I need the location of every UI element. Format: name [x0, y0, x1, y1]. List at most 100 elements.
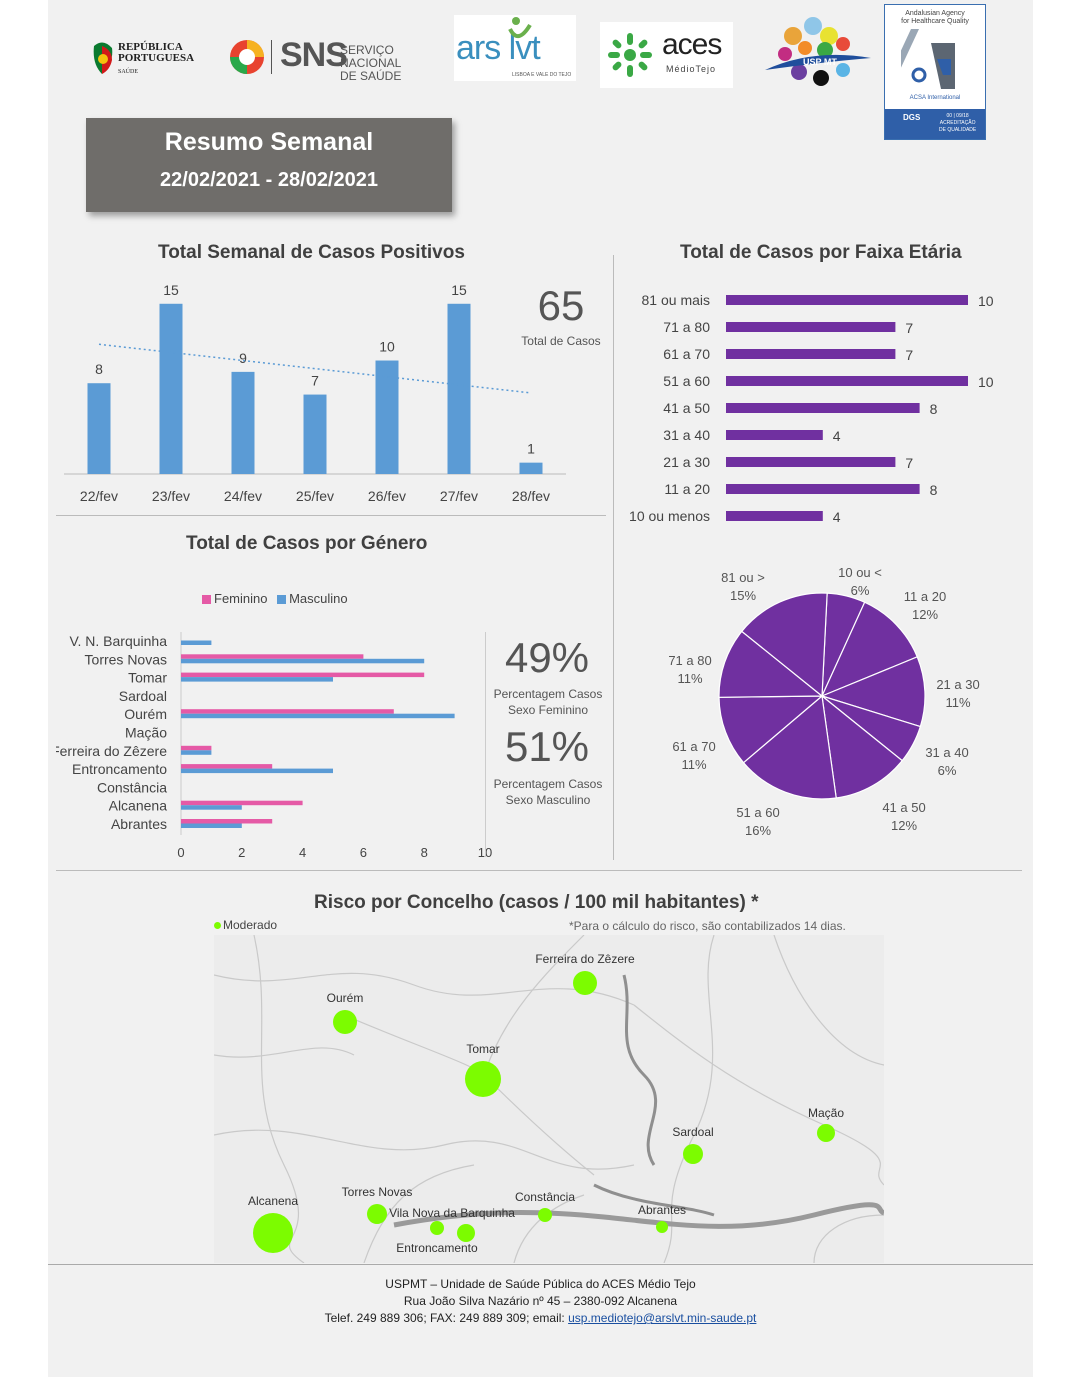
weekly-bar-chart: 8 22/fev 15 23/fev 9 24/fev 7 25/fev 10 26/fev 15 2… [64, 282, 566, 504]
pie-slice-pct: 6% [938, 763, 957, 778]
sns-line2: DE SAÚDE [340, 69, 402, 83]
pie-slice-pct: 11% [681, 757, 706, 772]
gender-category-label: Entroncamento [72, 761, 167, 777]
gender-bar-masc [181, 677, 333, 682]
acsa-line2: for Healthcare Quality [901, 18, 969, 25]
acsa-line1: Andalusian Agency [905, 10, 965, 17]
age-data-label: 7 [905, 320, 913, 336]
weekly-chart-title: Total Semanal de Casos Positivos [158, 242, 465, 263]
age-data-label: 4 [833, 509, 841, 525]
weekly-x-tick: 22/fev [80, 488, 118, 504]
gender-x-tick: 6 [360, 845, 367, 860]
acsa-acred2: DE QUALIDADE [939, 127, 977, 133]
sns-line1: SERVIÇO NACIONAL [340, 43, 402, 70]
age-category-label: 21 a 30 [663, 454, 710, 470]
weekly-bar [375, 360, 399, 474]
weekly-x-tick: 25/fev [296, 488, 334, 504]
map-risk-dot [333, 1010, 357, 1034]
acsa-acred1: ACREDITAÇÃO [939, 120, 976, 126]
acsa-international: ACSA International [909, 95, 961, 101]
pct-masc-value: 51% [504, 723, 590, 770]
dgs-text: DGS [903, 113, 921, 122]
gender-x-tick: 8 [421, 845, 428, 860]
legend-moderate-dot [214, 922, 221, 930]
gender-bar-fem [181, 745, 212, 751]
pie-slice [742, 694, 837, 800]
gender-category-label: Tomar [128, 670, 167, 686]
gender-bar-masc [181, 823, 242, 828]
pct-fem-value: 49% [504, 634, 590, 681]
risk-map: Ferreira do Zêzere Ourém Tomar Mação Sardoal… [214, 935, 884, 1263]
pct-fem-label2: Sexo Feminino [507, 703, 589, 717]
age-category-label: 10 ou menos [629, 508, 710, 524]
pct-masc-label: Percentagem Casos Sexo Masculino [492, 776, 604, 808]
gender-category-label: Torres Novas [85, 651, 167, 667]
gender-category-label: Sardoal [119, 688, 167, 704]
vertical-divider [613, 255, 614, 860]
gender-bar-fem [181, 800, 303, 806]
map-risk-dot [253, 1213, 293, 1253]
sns-logo: SNS SERVIÇO NACIONAL DE SAÚDE [228, 36, 433, 83]
weekly-x-tick: 27/fev [440, 488, 478, 504]
map-place-label: Constância [515, 1190, 575, 1204]
gender-category-label: Mação [125, 725, 167, 741]
weekly-x-tick: 26/fev [368, 488, 406, 504]
map-road [214, 1129, 635, 1170]
gender-category-label: Abrantes [111, 816, 167, 832]
gender-bar-masc [181, 713, 455, 719]
gender-category-label: V. N. Barquinha [69, 633, 167, 649]
acsa-code: 00 | 09/18 [946, 113, 969, 119]
ars-lvt-logo: ars lvt LISBOA E VALE DO TEJO [454, 15, 576, 81]
footer-line1: USPMT – Unidade de Saúde Pública do ACES… [385, 1277, 696, 1291]
age-bar [726, 511, 823, 521]
map-road [214, 972, 635, 1006]
map-risk-dot [656, 1221, 668, 1233]
gender-chart-title: Total de Casos por Género [186, 533, 428, 554]
age-data-label: 4 [833, 428, 841, 444]
pie-slice-pct: 12% [912, 607, 938, 622]
gender-x-tick: 0 [177, 845, 184, 860]
age-bar [726, 430, 823, 440]
pie-slice-pct: 11% [945, 695, 970, 710]
age-data-label: 10 [978, 374, 994, 390]
map-risk-dot [430, 1221, 444, 1235]
age-chart-title: Total de Casos por Faixa Etária [680, 242, 962, 263]
age-bar [726, 457, 896, 467]
pie-slice-label: 31 a 40 [925, 745, 968, 760]
age-category-label: 81 ou mais [642, 292, 710, 308]
gender-bar-fem [181, 819, 273, 824]
aces-logo: aces MédioTejo [600, 22, 733, 88]
pct-masc-label2: Sexo Masculino [505, 793, 591, 807]
usp-text: USP MT [803, 57, 837, 67]
gender-category-label: Constância [97, 779, 167, 795]
age-bar [726, 295, 968, 305]
gender-x-tick: 4 [299, 845, 306, 860]
divider-map [56, 870, 1022, 871]
weekly-x-tick: 23/fev [152, 488, 190, 504]
pie-slice-pct: 11% [677, 671, 702, 686]
gender-bar-fem [181, 709, 394, 714]
email-link[interactable]: usp.mediotejo@arslvt.min-saude.pt [568, 1311, 757, 1325]
gender-category-label: Ourém [124, 706, 167, 722]
map-legend-label: Moderado [223, 918, 278, 932]
footer-line2: Rua João Silva Nazário nº 45 – 2380-092 … [403, 1294, 678, 1308]
total-cases-label: Total de Casos [521, 334, 601, 348]
weekly-bar [303, 394, 327, 474]
map-place-label: Ourém [327, 991, 364, 1005]
weekly-data-label: 15 [451, 282, 467, 298]
age-bar [726, 403, 920, 413]
map-road [363, 1164, 475, 1263]
pie-slice-pct: 6% [851, 583, 870, 598]
age-data-label: 8 [930, 482, 938, 498]
map-road [773, 935, 884, 1066]
age-category-label: 61 a 70 [663, 346, 710, 362]
map-place-label: Abrantes [638, 1203, 686, 1217]
map-risk-dot [573, 971, 597, 995]
weekly-data-label: 10 [379, 339, 395, 355]
pie-slice-label: 10 ou < [838, 565, 882, 580]
weekly-data-label: 15 [163, 282, 179, 298]
gender-legend: Feminino Masculino [202, 591, 348, 606]
map-title: Risco por Concelho (casos / 100 mil habi… [314, 892, 759, 913]
map-place-label: Entroncamento [396, 1241, 478, 1255]
pct-masc-label1: Percentagem Casos [493, 777, 603, 791]
